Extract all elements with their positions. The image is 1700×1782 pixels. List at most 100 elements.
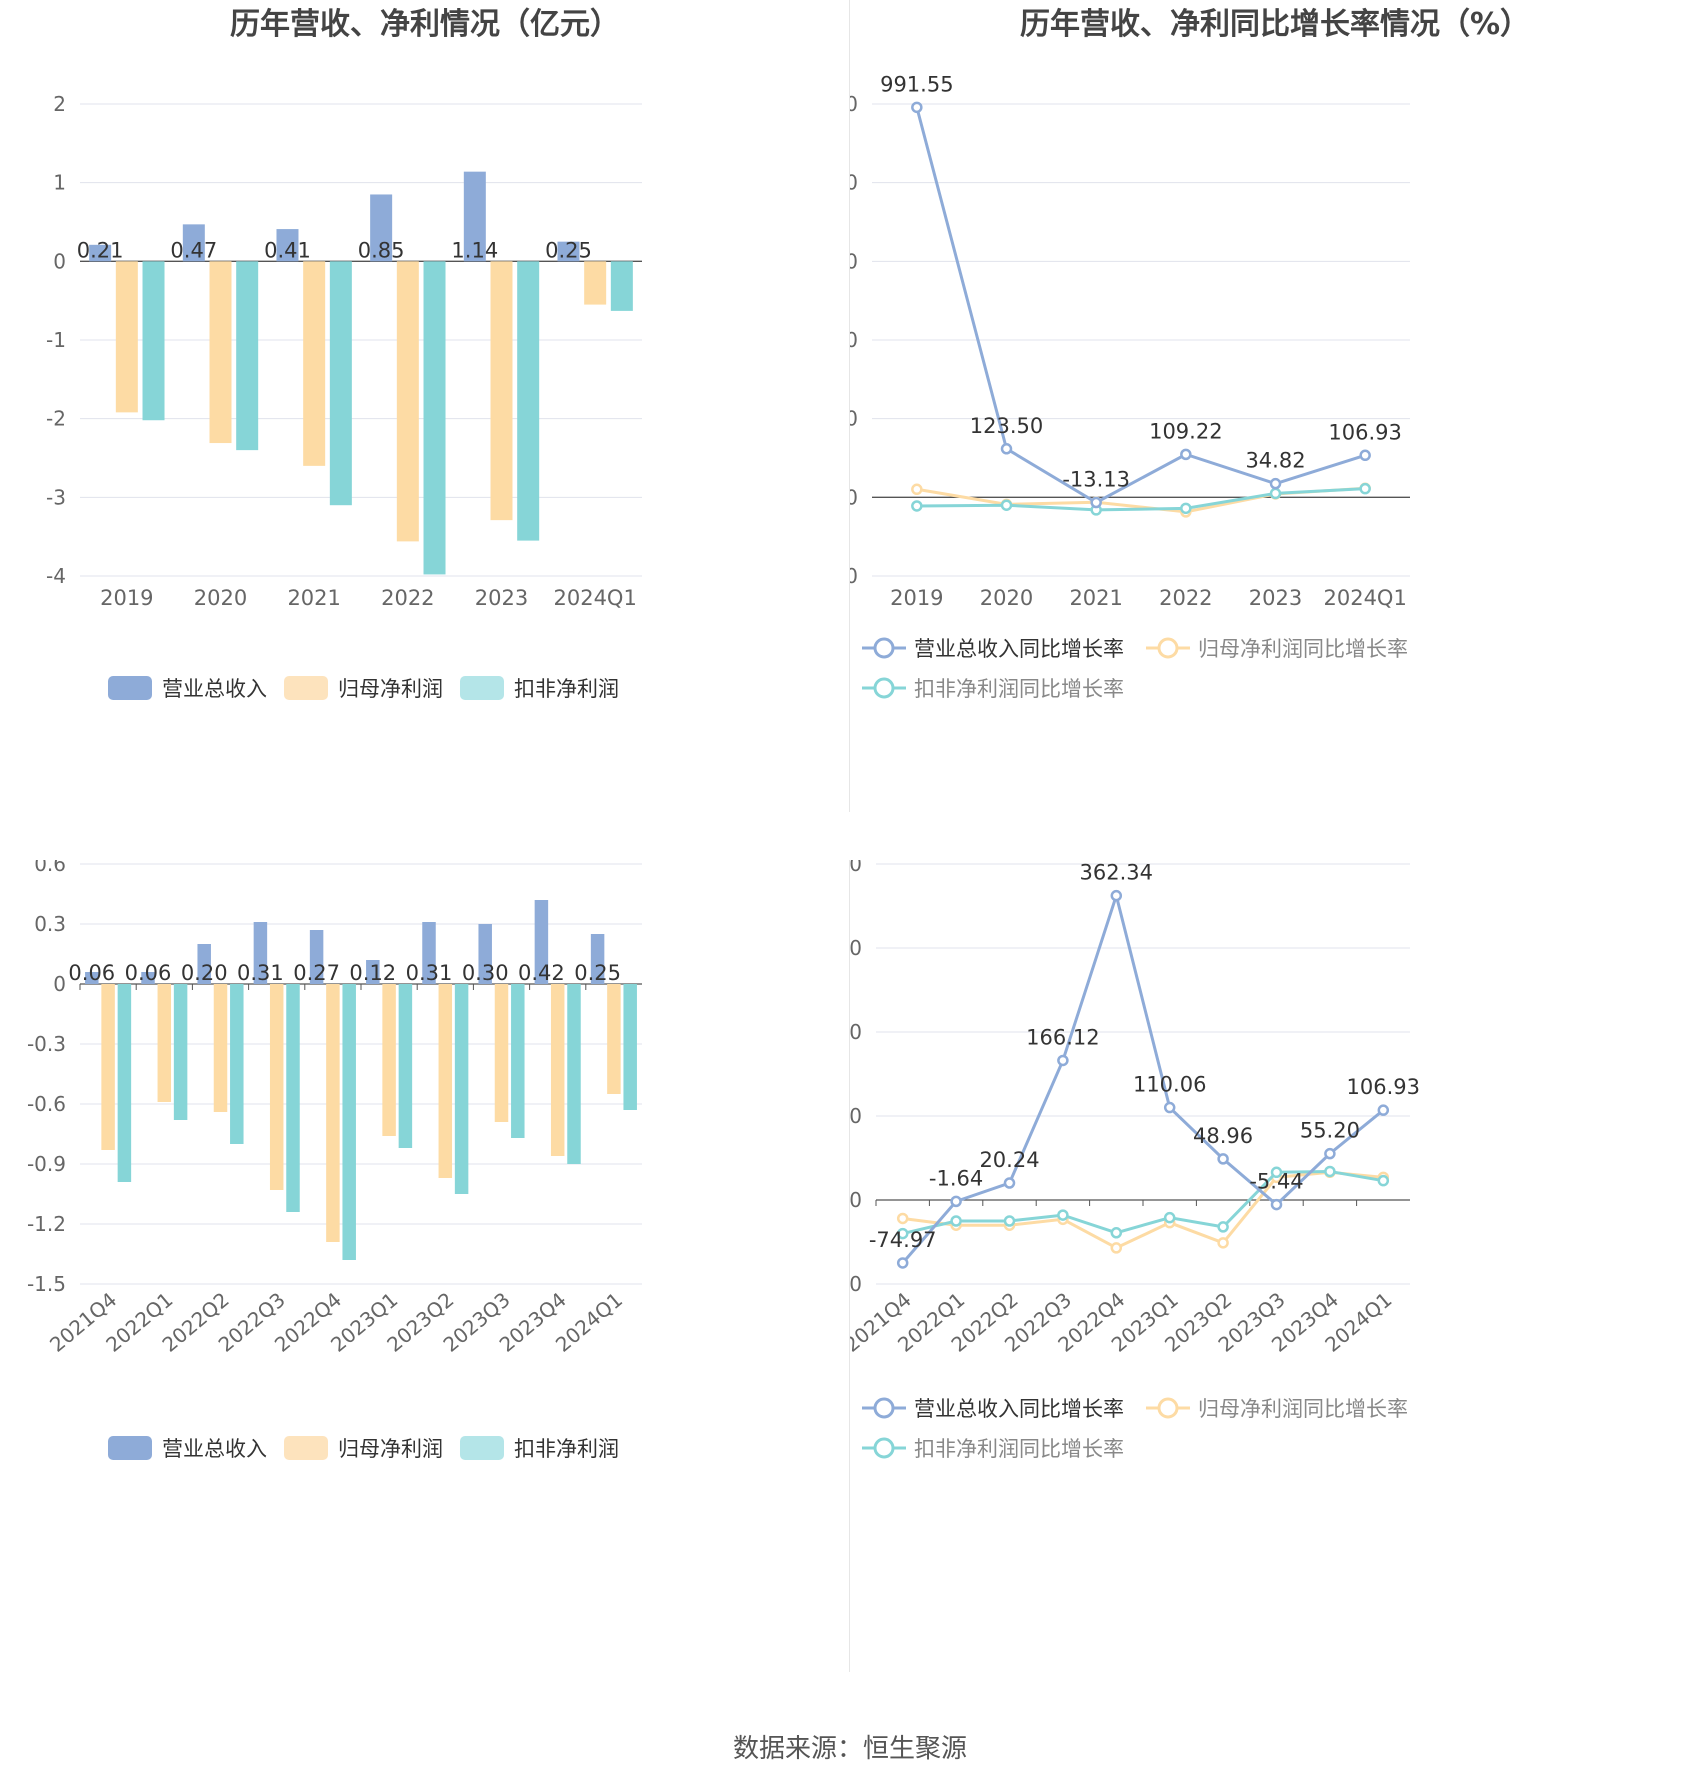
point-revenue — [1000, 443, 1013, 455]
legend-label: 扣非净利润 — [514, 1437, 619, 1461]
x-tick-label: 2020 — [194, 586, 247, 610]
bar-deducted_profit — [230, 984, 244, 1144]
divider-bottom — [849, 860, 850, 1672]
point-deducted_profit — [1180, 502, 1192, 515]
data-label: 0.31 — [237, 961, 284, 985]
point-deducted_profit — [1217, 1221, 1229, 1233]
legend-item: 归母净利润 — [284, 676, 443, 701]
quarterly-growth-rate-chart: 营收、净利同比增长率季度变动情况（%）4003002001000-1002021… — [850, 860, 1700, 1720]
line-deducted_profit — [902, 1169, 1384, 1236]
data-label: 1.14 — [451, 238, 498, 262]
bar-revenue — [197, 944, 211, 984]
legend-label: 归母净利润同比增长率 — [1198, 637, 1408, 661]
bar-net_profit — [607, 984, 621, 1094]
bar-deducted_profit — [623, 984, 637, 1110]
bar-revenue — [309, 930, 324, 984]
x-tick-label: 2024Q1 — [1323, 586, 1406, 610]
bar-net_profit — [494, 984, 509, 1122]
point-revenue — [1090, 496, 1102, 509]
data-label: 123.50 — [970, 414, 1043, 438]
data-label: 166.12 — [1026, 1025, 1099, 1049]
x-tick-label: 2020 — [980, 586, 1033, 610]
bar-deducted_profit — [117, 984, 132, 1182]
y-tick-label: 400 — [850, 328, 858, 352]
annual-revenue-profit-chart: 历年营收、净利情况（亿元） 2 1 0 -1 -2 -3 -4 2019 2020 2021 2022… — [0, 0, 850, 860]
bar-deducted_profit — [398, 984, 413, 1148]
point-revenue — [1180, 448, 1192, 461]
bar-deducted_profit — [517, 261, 540, 541]
legend-marker — [1157, 637, 1179, 659]
bar-deducted_profit — [142, 261, 165, 421]
annual-growth-rate-chart: 历年营收、净利同比增长率情况（%） 1,000 800 600 400 200 0 -200 2… — [850, 0, 1700, 860]
y-tick-label: 2 — [53, 92, 66, 116]
bar-revenue — [590, 934, 605, 984]
data-label: -74.97 — [869, 1228, 937, 1252]
data-label: 0.31 — [406, 961, 453, 985]
x-tick-label: 2019 — [100, 586, 153, 610]
point-deducted_profit — [1110, 1227, 1123, 1239]
bar-deducted_profit — [423, 261, 446, 575]
point-deducted_profit — [1057, 1209, 1069, 1221]
point-deducted_profit — [1270, 1166, 1283, 1179]
chart-svg: 营收、净利同比增长率季度变动情况（%）4003002001000-1002021… — [850, 860, 1420, 1461]
bar-deducted_profit — [511, 984, 525, 1138]
bar-net_profit — [584, 261, 607, 305]
y-tick-label: -100 — [850, 1272, 862, 1296]
data-label: 106.93 — [1328, 420, 1401, 444]
data-label: 0.25 — [545, 238, 592, 262]
legend-label: 营业总收入同比增长率 — [914, 637, 1124, 661]
bar-net_profit — [157, 984, 172, 1102]
legend-item: 营业总收入 — [108, 676, 267, 701]
legend-item: 归母净利润同比增长率 — [1146, 637, 1408, 661]
y-tick-label: 0 — [850, 485, 858, 509]
legend-item: 营业总收入同比增长率 — [862, 1397, 1124, 1421]
bar-deducted_profit — [173, 984, 188, 1120]
point-net_profit — [1110, 1242, 1123, 1254]
legend-marker — [873, 637, 895, 659]
x-tick-label: 2022 — [381, 586, 434, 610]
data-label: 0.12 — [349, 961, 396, 985]
bar-deducted_profit — [329, 261, 352, 506]
y-tick-label: 600 — [850, 249, 858, 273]
bar-revenue — [253, 922, 268, 984]
x-tick-label: 2022 — [1159, 586, 1212, 610]
line-revenue — [915, 106, 1366, 505]
bar-deducted_profit — [236, 261, 259, 451]
data-label: -13.13 — [1062, 467, 1130, 491]
data-label: 110.06 — [1133, 1073, 1206, 1097]
bar-net_profit — [269, 984, 284, 1190]
legend-label: 归母净利润 — [338, 1437, 443, 1461]
point-revenue — [1269, 477, 1282, 490]
line-revenue — [901, 890, 1385, 1264]
bar-deducted_profit — [567, 984, 581, 1164]
y-tick-label: 800 — [850, 171, 858, 195]
x-tick-label: 2023 — [1249, 586, 1302, 610]
chart-svg: 历年营收、净利同比增长率情况（%） 1,000 800 600 400 200 0 -200 2… — [850, 7, 1530, 701]
legend-item: 归母净利润 — [284, 1436, 443, 1461]
legend-marker — [873, 677, 895, 699]
bar-net_profit — [213, 984, 228, 1112]
y-tick-label: 0.6 — [34, 860, 66, 876]
data-label: 0.21 — [77, 238, 124, 262]
legend-swatch — [284, 676, 328, 700]
bar-revenue — [85, 972, 99, 984]
bar-revenue — [534, 900, 549, 984]
legend-marker — [1157, 1397, 1179, 1419]
legend-label: 营业总收入 — [162, 1437, 267, 1461]
legend-marker — [873, 1437, 895, 1459]
legend-item: 扣非净利润 — [460, 676, 619, 701]
bar-net_profit — [490, 261, 513, 521]
data-label: 0.30 — [462, 961, 509, 985]
y-tick-label: 200 — [850, 407, 858, 431]
data-label: 0.47 — [170, 238, 217, 262]
bar-revenue — [478, 924, 492, 984]
legend-swatch — [460, 676, 504, 700]
y-tick-label: -4 — [46, 564, 66, 588]
y-tick-label: 0.3 — [34, 912, 66, 936]
bar-revenue — [557, 241, 580, 262]
bar-deducted_profit — [610, 261, 633, 311]
legend-swatch — [108, 676, 152, 700]
bar-deducted_profit — [454, 984, 469, 1194]
bar-net_profit — [115, 261, 138, 413]
y-tick-label: 400 — [850, 860, 862, 876]
